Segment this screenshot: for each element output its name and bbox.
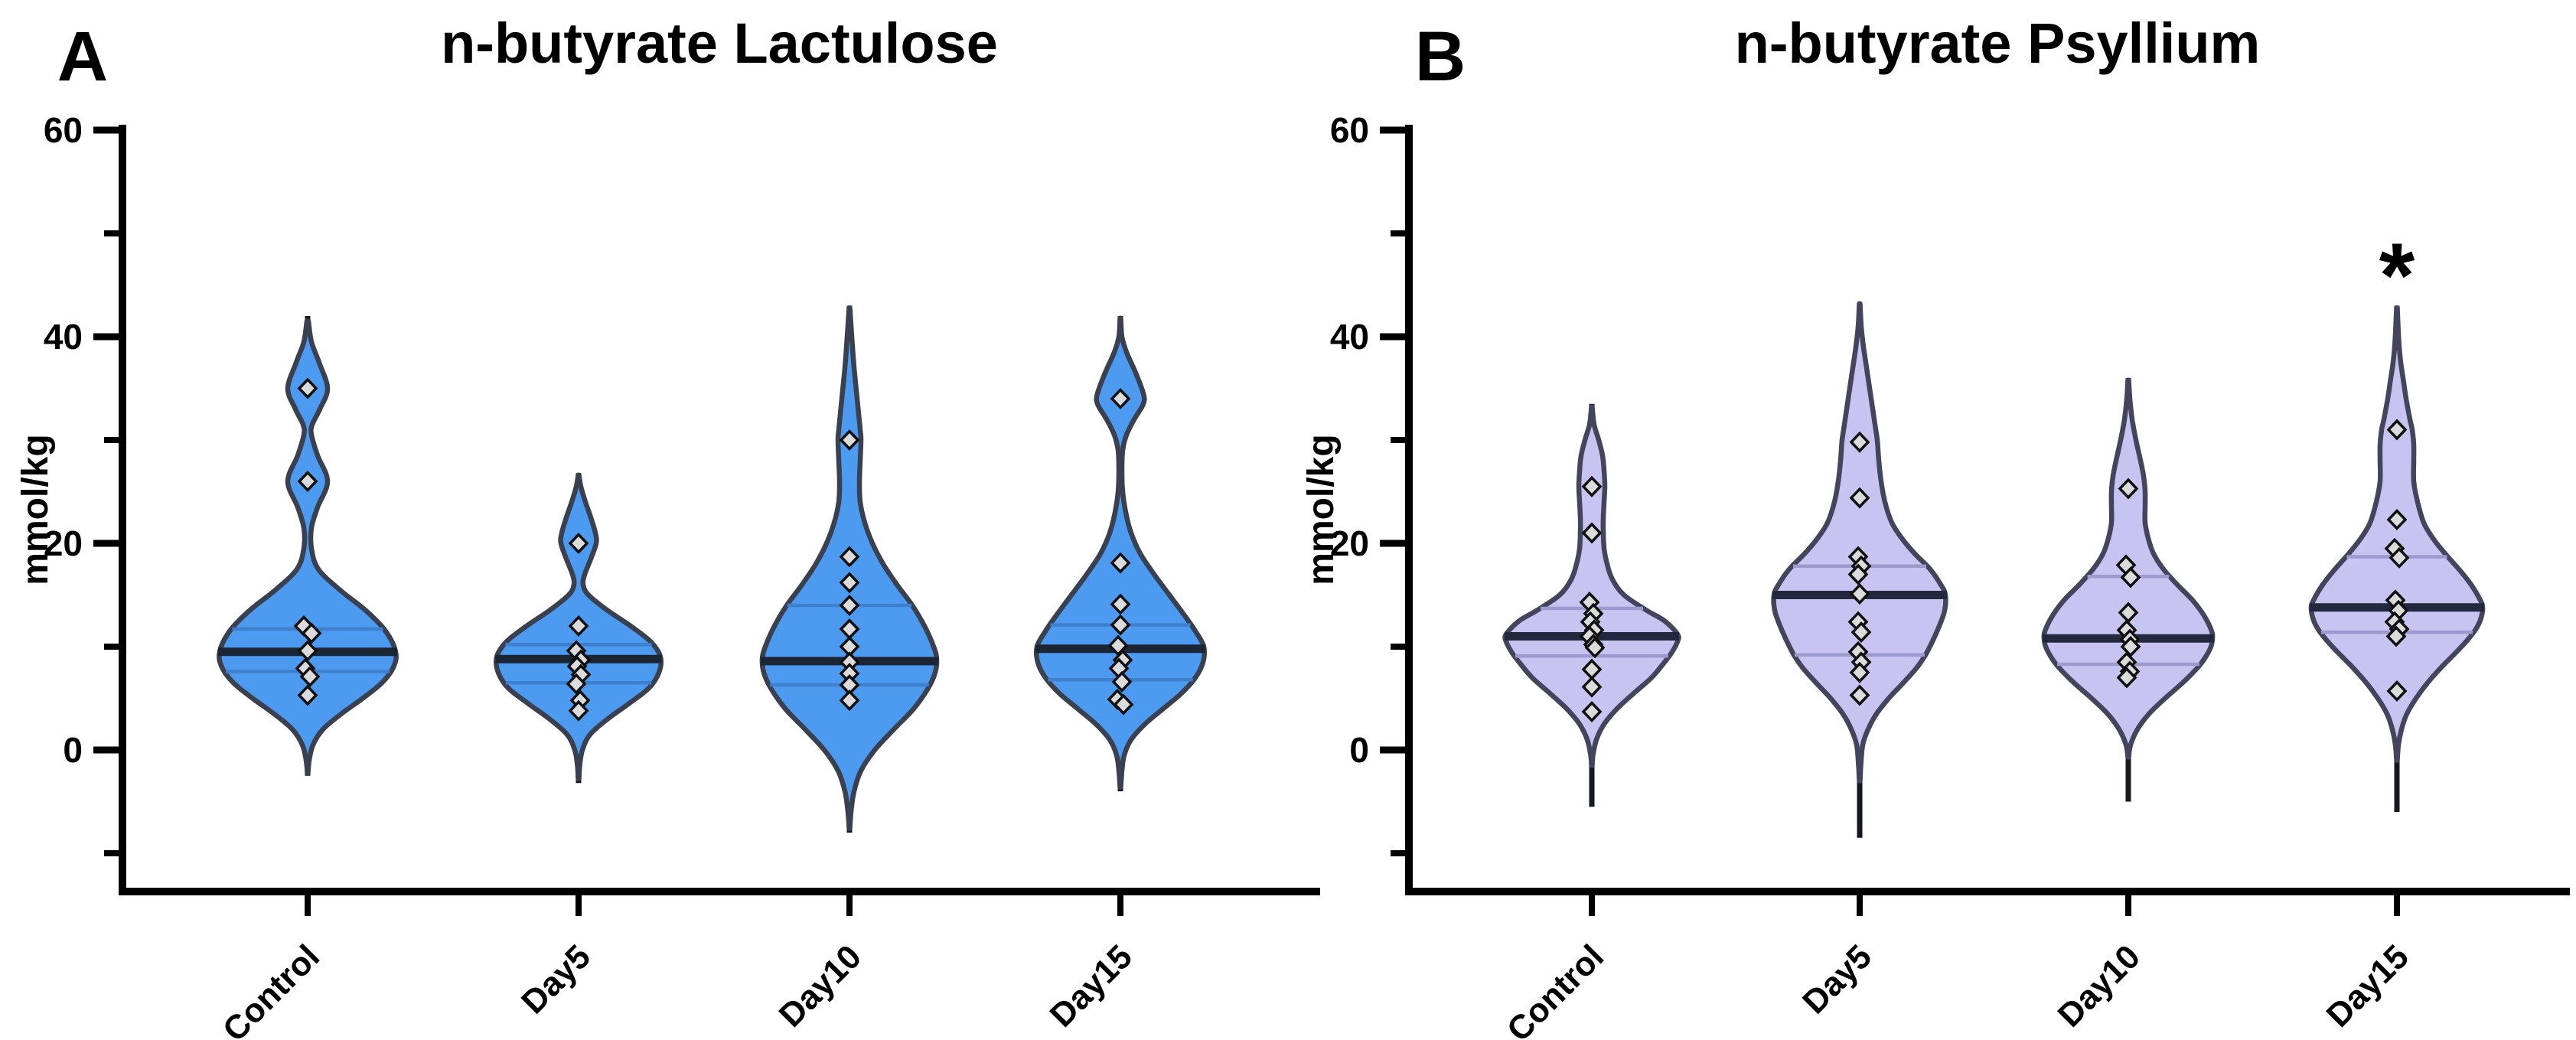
y-tick-label: 0 [63,730,83,770]
violin-control [1502,403,1681,807]
data-point-diamond [839,572,860,594]
violin-body [759,305,940,831]
data-point-diamond [2386,419,2408,441]
y-tick-label: 20 [44,523,83,563]
data-point-diamond [297,377,318,399]
data-point-diamond [1581,700,1603,723]
data-point-diamond [2120,566,2141,588]
y-axis-label: mmol/kg [1301,434,1342,585]
violin-day10 [759,305,940,833]
data-point-diamond [1110,387,1131,410]
panel-b: 60 40 20 0 mmol/kg Control Day5 Day10 Day15 * [1301,110,2570,1040]
data-point-diamond [568,532,589,555]
data-point-diamond [1581,475,1603,497]
y-tick-label: 20 [1330,523,1369,563]
violin-control [217,316,399,776]
data-point-diamond [301,622,322,644]
data-point-diamond [839,429,860,452]
violin-body [1771,301,1948,784]
data-point-diamond [2116,667,2137,689]
data-point-diamond [839,546,860,568]
x-tick-label: Day5 [514,937,598,1021]
data-point-diamond [1847,563,1869,585]
violin-day5 [493,472,664,784]
y-tick-label: 60 [44,110,83,150]
x-tick-label: Day15 [2320,937,2416,1034]
data-point-diamond [2386,680,2408,703]
violin-day10 [2041,377,2216,802]
data-point-diamond [1849,487,1870,509]
violin-day15 [1033,315,1208,791]
violin-body [2308,305,2486,763]
x-tick-label: Day10 [2051,937,2147,1034]
data-point-diamond [1113,693,1134,716]
x-tick-label: Day15 [1043,937,1140,1034]
y-tick-label: 0 [1349,730,1369,770]
data-point-diamond [299,666,321,688]
data-point-diamond [568,615,589,637]
data-point-diamond [1849,684,1870,706]
data-point-diamond [568,699,589,722]
data-point-diamond [2389,546,2410,569]
x-tick-label: Day10 [772,937,869,1034]
significance-asterisk: * [2379,224,2415,327]
data-point-diamond [1850,621,1872,644]
x-tick-label: Control [1500,937,1611,1040]
axis-frame [1405,125,2570,895]
data-point-diamond [566,673,587,695]
y-tick-label: 60 [1330,110,1369,150]
data-point-diamond [1581,522,1603,544]
data-point-diamond [297,684,318,706]
data-point-diamond [1110,614,1131,636]
violin-day5 [1771,301,1948,838]
data-point-diamond [2385,625,2407,647]
data-point-diamond [1111,670,1133,693]
data-point-diamond [839,594,860,617]
data-point-diamond [1110,593,1131,615]
data-point-diamond [1849,431,1870,453]
axis-frame [119,125,1320,895]
violin-body [1502,404,1681,768]
panel-b-letter: B [1415,18,1466,96]
data-point-diamond [1849,583,1870,605]
data-point-diamond [839,690,860,712]
panel-a-letter: A [57,18,108,96]
violin-body [217,318,399,775]
x-tick-label: Day5 [1795,937,1879,1021]
data-point-diamond [1581,676,1603,698]
data-point-diamond [1110,552,1131,574]
y-tick-label: 40 [44,317,83,357]
data-point-diamond [2118,478,2139,500]
data-point-diamond [1584,637,1606,659]
x-tick-label: Control [216,937,327,1040]
y-tick-label: 40 [1330,317,1369,357]
panel-a: 60 40 20 0 mmol/kg Control Day5 Day10 Day15 [15,110,1320,1040]
violin-day15 [2308,305,2486,812]
data-point-diamond [1849,661,1870,683]
data-point-diamond [297,640,318,662]
y-axis-label: mmol/kg [15,434,56,585]
data-point-diamond [2386,508,2408,531]
data-point-diamond [297,470,318,493]
panel-b-title: n-butyrate Psyllium [1735,11,2261,75]
panel-a-title: n-butyrate Lactulose [441,11,998,75]
